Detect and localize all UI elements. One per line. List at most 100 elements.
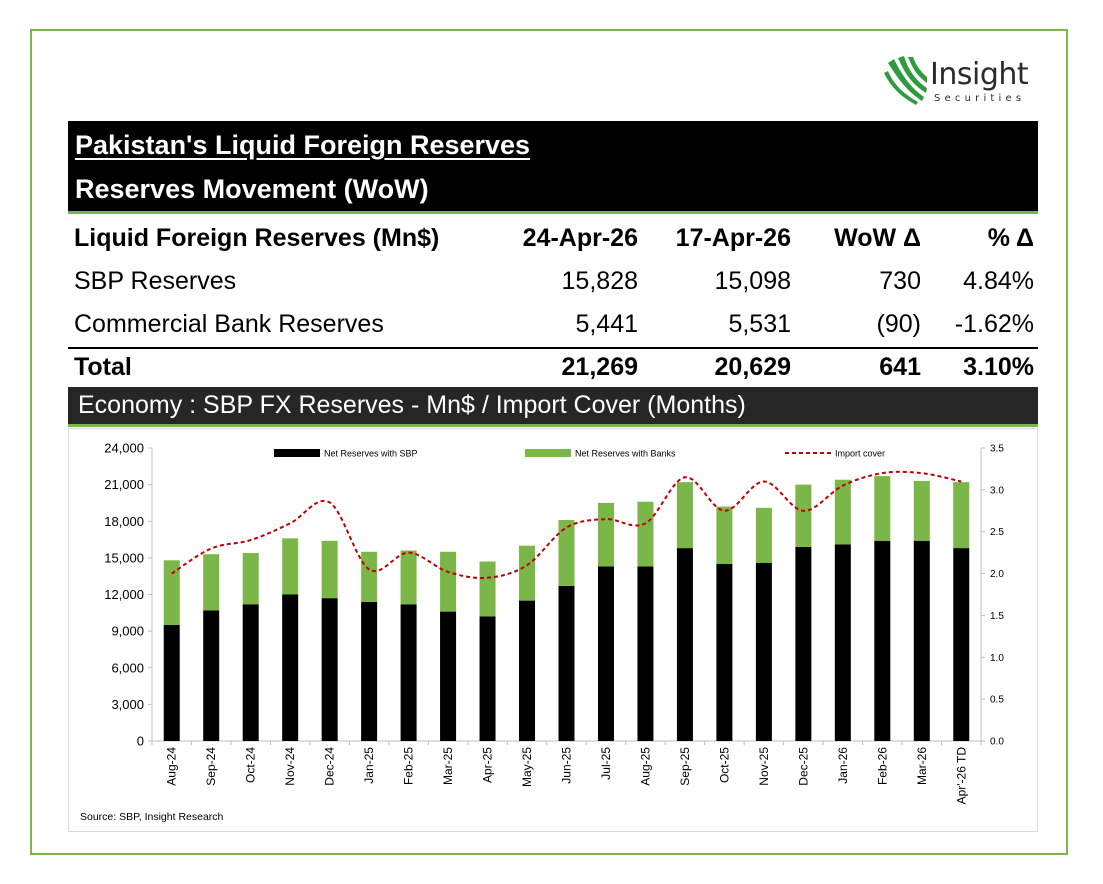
table-cell: 5,531 — [728, 310, 791, 338]
y-right-tick-label: 0.5 — [990, 695, 1004, 706]
table-header-row: Liquid Foreign Reserves (Mn$) 24-Apr-26 … — [68, 218, 1038, 261]
y-left-tick-label: 6,000 — [111, 660, 144, 675]
bar-sbp — [755, 562, 772, 741]
bar-sbp — [558, 585, 575, 741]
bar-banks — [834, 479, 851, 545]
x-tick-label: Nov-24 — [283, 747, 297, 786]
table-cell: Commercial Bank Reserves — [74, 310, 384, 338]
y-right-tick-label: 1.0 — [990, 653, 1004, 664]
table-row-total: Total 21,269 20,629 641 3.10% — [68, 347, 1038, 392]
leaf-logo-icon — [884, 56, 927, 105]
bar-sbp — [874, 540, 891, 741]
y-right-tick-label: 0.0 — [990, 737, 1004, 748]
x-tick-label: Dec-24 — [323, 747, 337, 786]
x-tick-label: Sep-25 — [678, 747, 692, 786]
bar-sbp — [242, 604, 259, 741]
x-tick-label: Aug-24 — [165, 747, 179, 786]
title-banner: Pakistan's Liquid Foreign Reserves Reser… — [68, 121, 1038, 212]
legend-swatch-banks — [525, 449, 571, 457]
x-tick-label: Jan-25 — [362, 747, 376, 784]
legend-label-import-cover: Import cover — [835, 449, 885, 459]
table-cell: SBP Reserves — [74, 267, 237, 295]
y-left-tick-label: 18,000 — [104, 514, 144, 529]
x-tick-label: Dec-25 — [796, 747, 810, 786]
table-cell: 730 — [879, 267, 921, 295]
table-cell: 21,269 — [561, 353, 638, 381]
bar-sbp — [440, 611, 457, 741]
bar-sbp — [203, 610, 220, 741]
y-left-tick-label: 0 — [137, 734, 144, 749]
y-left-tick-label: 21,000 — [104, 477, 144, 492]
table-cell: Total — [74, 353, 132, 381]
x-tick-label: May-25 — [520, 747, 534, 787]
x-tick-label: Aug-25 — [638, 747, 652, 786]
green-divider-top — [68, 211, 1038, 214]
bar-sbp — [913, 540, 930, 741]
table-cell: -1.62% — [954, 310, 1034, 338]
bar-banks — [676, 482, 693, 549]
y-left-tick-label: 3,000 — [111, 697, 144, 712]
table-cell: 15,828 — [561, 267, 638, 295]
bar-sbp — [361, 601, 378, 741]
table-cell: 20,629 — [714, 353, 791, 381]
table-cell: 4.84% — [963, 267, 1034, 295]
bar-banks — [755, 507, 772, 563]
bar-banks — [874, 476, 891, 541]
report-frame — [30, 29, 1068, 855]
table-header-cell: % Δ — [987, 224, 1034, 252]
y-right-tick-label: 2.0 — [990, 569, 1004, 580]
bar-sbp — [834, 544, 851, 741]
bar-banks — [479, 561, 496, 617]
x-tick-label: Mar-26 — [915, 747, 929, 785]
y-left-tick-label: 15,000 — [104, 550, 144, 565]
x-tick-label: Mar-25 — [441, 747, 455, 785]
x-tick-label: Oct-24 — [244, 747, 258, 783]
bar-banks — [558, 520, 575, 586]
x-tick-label: Feb-26 — [875, 747, 889, 785]
reserves-chart: 0 3,000 6,000 9,000 12,000 15,000 18,000 21,000… — [104, 441, 1004, 805]
report-title: Pakistan's Liquid Foreign Reserves — [75, 130, 531, 160]
bar-banks — [953, 482, 970, 549]
bar-banks — [400, 550, 417, 605]
bar-banks — [519, 545, 536, 601]
table-cell: 3.10% — [963, 353, 1034, 381]
legend-swatch-sbp — [274, 449, 320, 457]
table-header-cell: 17-Apr-26 — [675, 224, 791, 252]
green-divider-chart — [68, 424, 1038, 427]
chart-section-title: Economy : SBP FX Reserves - Mn$ / Import… — [78, 391, 746, 419]
y-left-tick-label: 9,000 — [111, 624, 144, 639]
table-row-commercial-banks: Commercial Bank Reserves 5,441 5,531 (90… — [68, 304, 1038, 347]
bar-sbp — [321, 598, 338, 741]
x-tick-label: Oct-25 — [717, 747, 731, 783]
y-right-tick-label: 2.5 — [990, 527, 1004, 538]
source-note: Source: SBP, Insight Research — [80, 811, 224, 823]
table-cell: (90) — [876, 310, 921, 338]
bar-sbp — [676, 548, 693, 741]
y-left-tick-label: 12,000 — [104, 587, 144, 602]
bar-banks — [282, 538, 299, 595]
bar-banks — [597, 502, 614, 567]
bar-banks — [361, 551, 378, 602]
table-header-cell: 24-Apr-26 — [522, 224, 638, 252]
bar-sbp — [163, 625, 180, 741]
report-subtitle: Reserves Movement (WoW) — [75, 174, 429, 204]
x-tick-label: Apr'-26 TD — [954, 747, 968, 805]
bar-sbp — [479, 616, 496, 741]
y-right-tick-label: 3.0 — [990, 485, 1004, 496]
x-tick-label: Jan-26 — [836, 747, 850, 784]
chart-area-border — [68, 428, 1038, 832]
bar-sbp — [400, 604, 417, 741]
logo-subtitle: Securities — [934, 93, 1026, 104]
x-tick-label: Nov-25 — [757, 747, 771, 786]
table-header-cell: Liquid Foreign Reserves (Mn$) — [74, 224, 440, 252]
import-cover-line — [171, 470, 962, 579]
bar-banks — [321, 540, 338, 599]
bar-banks — [795, 484, 812, 547]
insight-logo: Insight Securities — [882, 55, 1032, 107]
y-right-tick-label: 1.5 — [990, 611, 1004, 622]
bar-sbp — [716, 563, 733, 741]
legend-label-sbp: Net Reserves with SBP — [324, 449, 418, 459]
bar-banks — [716, 506, 733, 564]
bar-sbp — [282, 594, 299, 741]
x-tick-label: Jul-25 — [599, 747, 613, 780]
